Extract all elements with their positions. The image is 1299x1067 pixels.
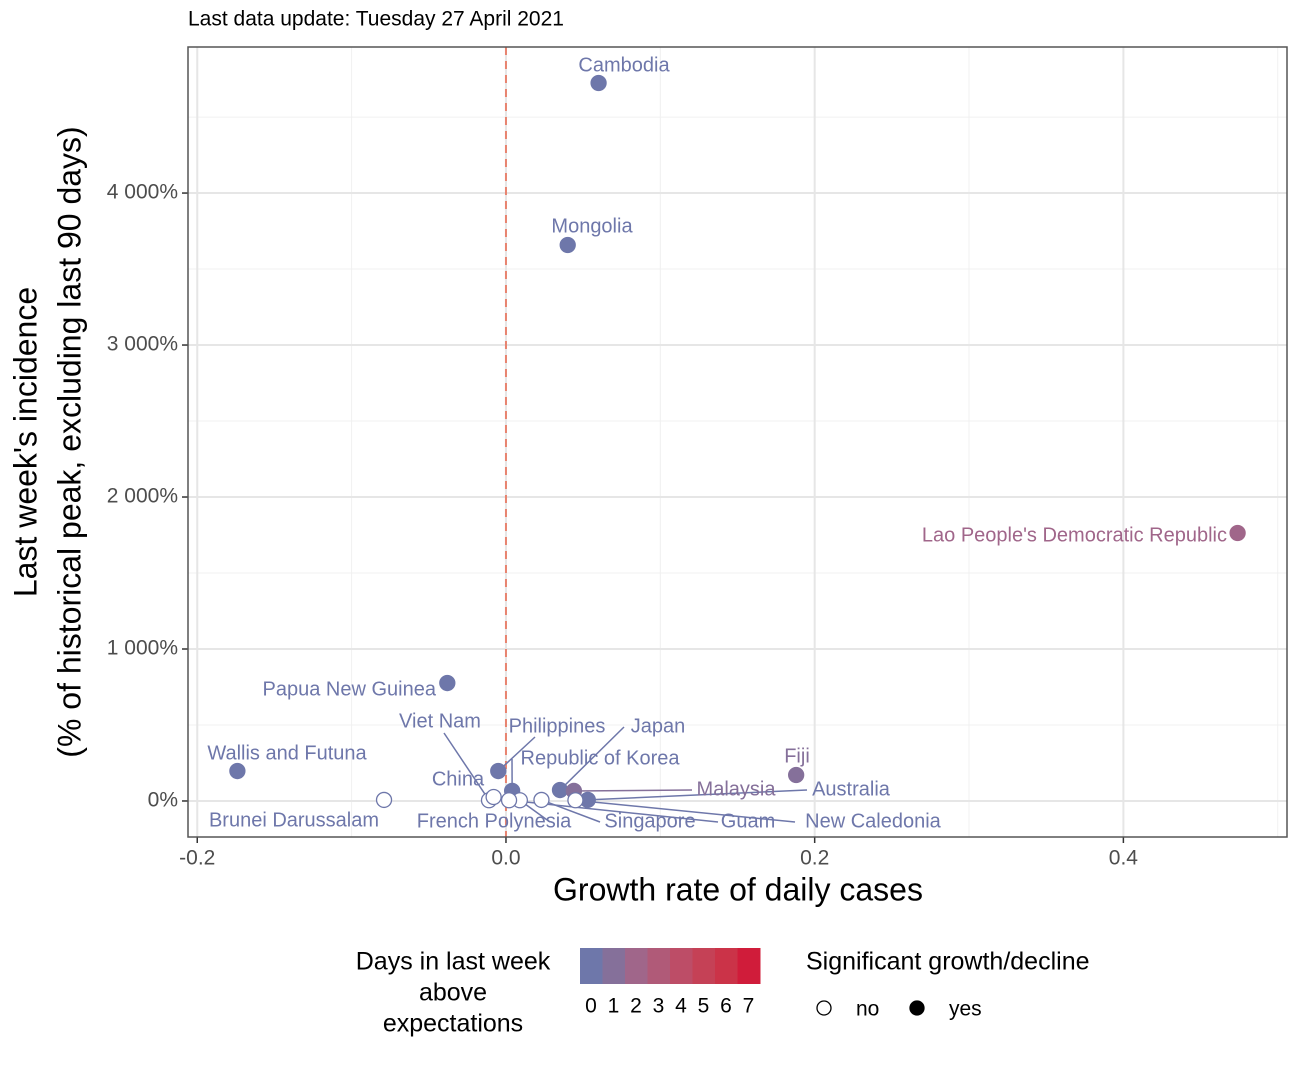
point-label: Malaysia [697, 778, 777, 800]
x-tick-label: -0.2 [179, 847, 215, 870]
point-label: Australia [812, 778, 891, 800]
legend-label: yes [949, 998, 982, 1021]
point-label: Republic of Korea [521, 747, 681, 769]
x-tick-label: 0.2 [800, 847, 829, 870]
legend-title: above [419, 979, 487, 1007]
colorbar-label: 2 [630, 995, 642, 1018]
point-label: French Polynesia [417, 810, 572, 832]
legend-key [817, 1001, 831, 1015]
colorbar-step [603, 948, 626, 984]
point [491, 764, 506, 779]
point-label: Japan [631, 715, 686, 737]
panel-border [188, 47, 1287, 837]
colorbar-label: 5 [698, 995, 710, 1018]
colorbar-step [670, 948, 693, 984]
point-label: Brunei Darussalam [209, 809, 379, 831]
point [377, 792, 392, 807]
y-tick-label: 2 000% [107, 485, 178, 508]
legend-title: expectations [383, 1010, 523, 1038]
legend-title: Days in last week [356, 948, 551, 976]
legend-title: Significant growth/decline [806, 948, 1090, 976]
point-label: Lao People's Democratic Republic [922, 524, 1227, 546]
colorbar-label: 4 [675, 995, 687, 1018]
colorbar-step [625, 948, 648, 984]
point [552, 783, 567, 798]
y-axis-title: (% of historical peak, excluding last 90… [51, 126, 87, 757]
y-axis-title: Last week's incidence [7, 287, 43, 597]
colorbar-step [648, 948, 671, 984]
point-label: Philippines [509, 715, 606, 737]
point-label: Fiji [784, 745, 810, 767]
colorbar-step [738, 948, 761, 984]
point-label: China [432, 768, 485, 790]
point-label: Guam [721, 810, 775, 832]
point [1230, 526, 1245, 541]
point-label: Cambodia [578, 54, 670, 76]
point [230, 764, 245, 779]
x-tick-label: 0.0 [491, 847, 520, 870]
colorbar-label: 1 [608, 995, 620, 1018]
point-label: New Caledonia [805, 810, 942, 832]
x-axis-title: Growth rate of daily cases [553, 871, 923, 907]
point [591, 76, 606, 91]
y-tick-label: 1 000% [107, 637, 178, 660]
colorbar-label: 6 [720, 995, 732, 1018]
point-label: Papua New Guinea [263, 678, 437, 700]
y-tick-label: 3 000% [107, 333, 178, 356]
colorbar-step [693, 948, 716, 984]
legend-key [910, 1001, 924, 1015]
point [502, 793, 517, 808]
colorbar-label: 3 [653, 995, 665, 1018]
point-label: Viet Nam [399, 710, 481, 732]
colorbar-step [580, 948, 603, 984]
point [560, 238, 575, 253]
colorbar-step [715, 948, 738, 984]
colorbar-label: 7 [743, 995, 755, 1018]
point [486, 790, 501, 805]
leader-line [574, 790, 692, 791]
subtitle: Last data update: Tuesday 27 April 2021 [188, 8, 564, 31]
point [440, 676, 455, 691]
y-tick-label: 4 000% [107, 181, 178, 204]
point-label: Mongolia [551, 215, 633, 237]
point [789, 767, 804, 782]
colorbar-label: 0 [585, 995, 597, 1018]
point [568, 793, 583, 808]
x-tick-label: 0.4 [1109, 847, 1139, 870]
legend-label: no [856, 998, 879, 1021]
point-label: Wallis and Futuna [207, 742, 367, 764]
point [534, 792, 549, 807]
point-label: Singapore [604, 810, 695, 832]
y-tick-label: 0% [148, 789, 178, 812]
